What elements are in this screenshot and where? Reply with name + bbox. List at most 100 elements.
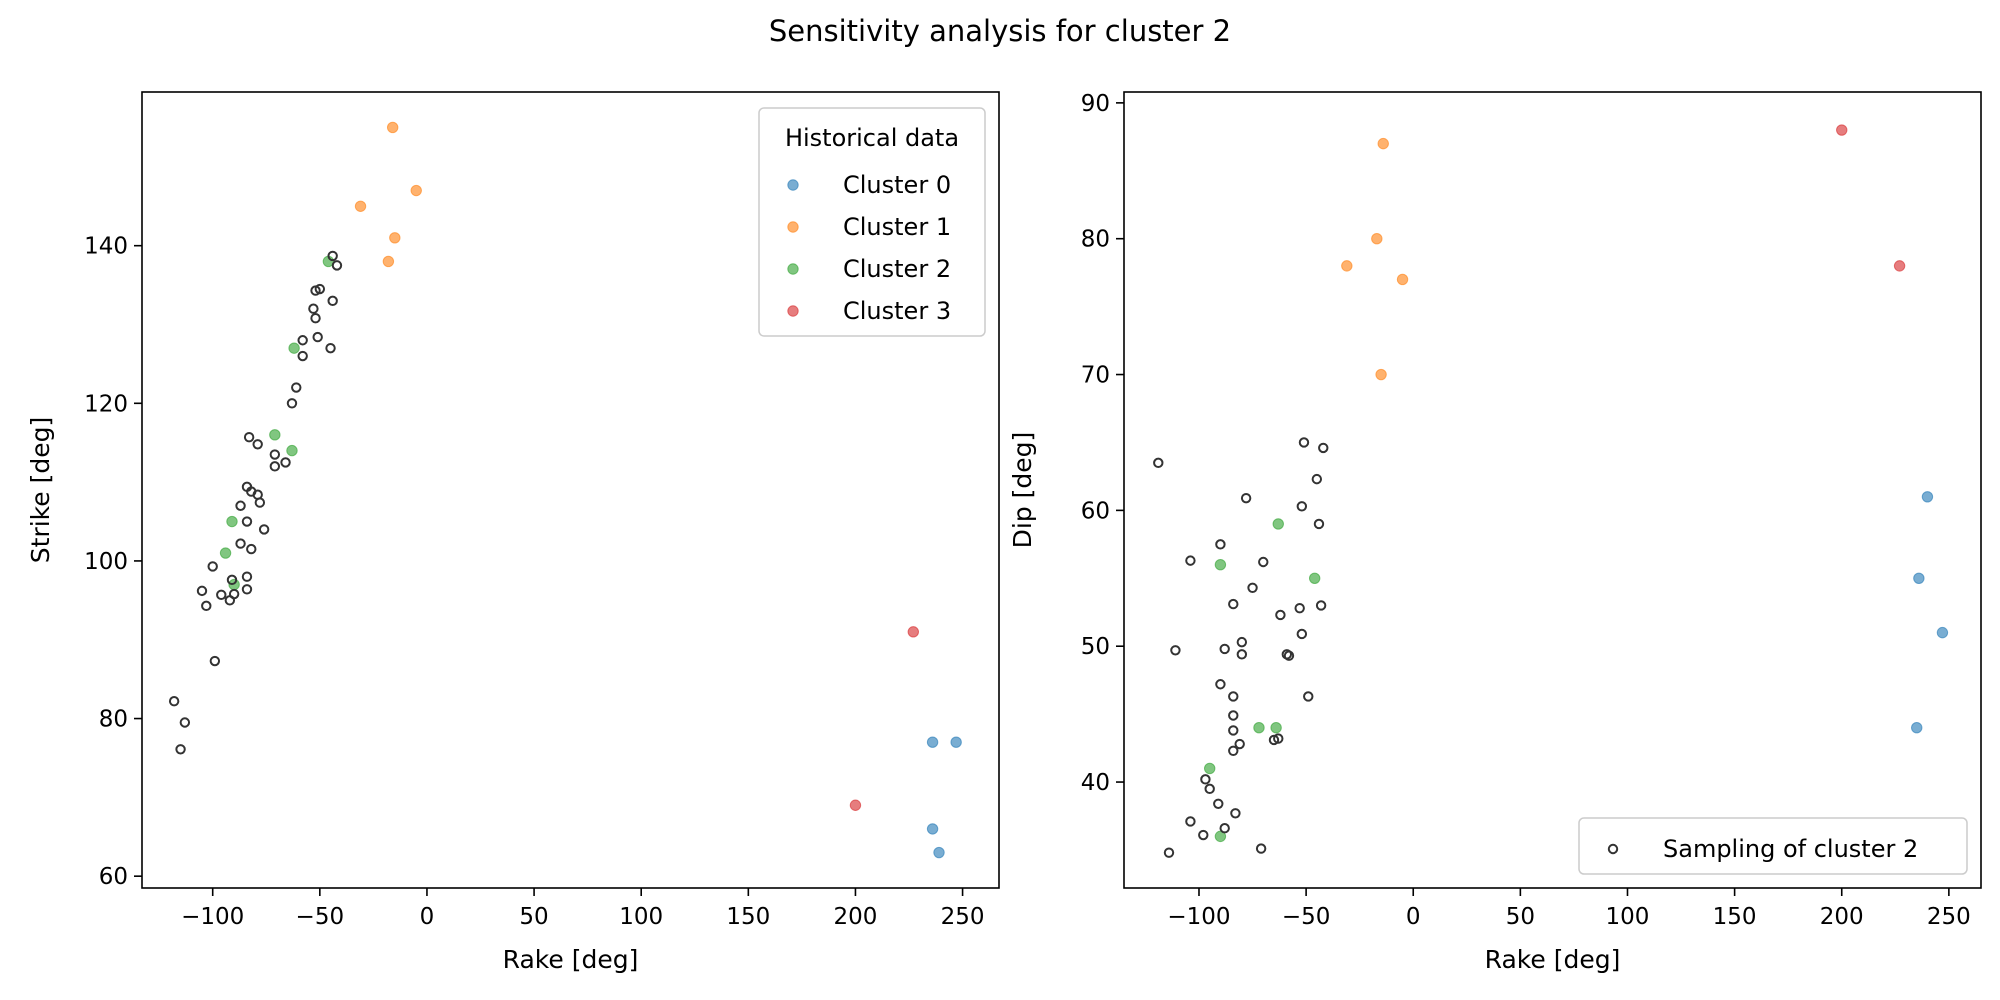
x-tick-label: −50 [1282, 904, 1331, 930]
legend-box [1578, 817, 1968, 875]
series-1 [354, 121, 422, 268]
data-point [1272, 518, 1284, 530]
x-tick-label: −50 [296, 904, 345, 930]
data-point [354, 200, 367, 212]
data-point [1170, 645, 1181, 656]
data-point [286, 398, 298, 409]
data-point [410, 184, 422, 197]
legend-label: Cluster 2 [843, 255, 951, 283]
legend-label: Cluster 3 [843, 297, 951, 325]
legend-label: Cluster 1 [843, 213, 951, 241]
data-point [1255, 843, 1267, 854]
data-point [246, 543, 257, 555]
data-point [1296, 628, 1308, 640]
x-tick-label: 0 [1406, 904, 1421, 930]
y-tick-label: 70 [1081, 363, 1110, 389]
data-point [389, 232, 401, 244]
x-tick-label: 100 [619, 904, 663, 930]
data-point [1219, 823, 1230, 834]
data-point [950, 736, 962, 748]
x-tick-label: 0 [420, 904, 435, 930]
data-point [308, 303, 319, 314]
x-tick-label: −100 [1167, 904, 1230, 930]
x-tick-label: 250 [941, 904, 985, 930]
data-point [849, 799, 862, 811]
data-point [1377, 137, 1389, 150]
data-point [175, 744, 186, 755]
data-point [1296, 501, 1308, 512]
data-point [1228, 710, 1239, 721]
data-point [258, 524, 270, 535]
data-point [1236, 649, 1248, 660]
data-point [1893, 260, 1906, 272]
data-point [1253, 722, 1265, 734]
data-point [1247, 582, 1258, 594]
series-4 [1153, 437, 1329, 858]
x-tick-label: 50 [1506, 904, 1535, 930]
x-axis-label: Rake [deg] [503, 945, 639, 974]
y-tick-label: 120 [84, 391, 128, 417]
y-tick-label: 40 [1081, 770, 1110, 796]
data-point [1214, 559, 1227, 571]
x-tick-label: −100 [181, 904, 244, 930]
series-1 [1341, 137, 1409, 381]
data-point [907, 626, 919, 638]
x-tick-label: 200 [833, 904, 877, 930]
data-point [226, 574, 238, 586]
data-point [1213, 798, 1224, 809]
data-point [1163, 847, 1175, 858]
data-point [1913, 572, 1925, 584]
data-point [1836, 124, 1848, 136]
data-point [1215, 679, 1226, 690]
data-point [1204, 762, 1216, 775]
data-point [297, 350, 308, 362]
plot-frame [1123, 91, 1982, 889]
data-point [312, 331, 323, 343]
data-point [1298, 437, 1310, 448]
data-point [280, 457, 291, 468]
data-point [1371, 233, 1383, 245]
y-tick-label: 100 [84, 549, 128, 575]
y-tick-label: 50 [1081, 634, 1110, 660]
data-point [1236, 636, 1248, 648]
data-point [1936, 626, 1949, 639]
x-axis-label: Rake [deg] [1485, 945, 1621, 974]
legend-marker [1607, 843, 1619, 855]
data-point [382, 255, 395, 268]
data-point [1308, 572, 1321, 584]
data-point [288, 342, 300, 354]
y-tick-label: 90 [1081, 91, 1110, 117]
legend-box [758, 107, 986, 337]
data-point [241, 584, 253, 595]
data-point [269, 461, 281, 472]
data-point [1153, 457, 1164, 469]
data-point [1318, 442, 1329, 454]
data-point [1230, 808, 1241, 819]
series-4 [168, 250, 343, 755]
data-point [386, 121, 399, 134]
x-tick-label: 150 [1713, 904, 1757, 930]
data-point [254, 497, 266, 508]
data-point [1294, 602, 1305, 614]
x-tick-label: 100 [1606, 904, 1650, 930]
data-point [1214, 830, 1227, 843]
data-point [1911, 722, 1923, 734]
data-point [235, 500, 246, 511]
x-tick-label: 200 [1820, 904, 1864, 930]
chart-panel-1: −100 −50 0 50 100 150 200 250 40 50 60 70 80 90 Rake [… [1008, 91, 1982, 974]
data-point [1228, 598, 1239, 610]
data-point [179, 717, 191, 728]
data-point [1921, 491, 1934, 503]
y-tick-label: 80 [99, 707, 128, 733]
data-point [1283, 650, 1295, 661]
data-point [241, 516, 253, 527]
data-point [219, 547, 232, 559]
series-0 [1911, 491, 1949, 734]
data-point [1228, 725, 1239, 736]
data-point [926, 823, 939, 835]
data-point [297, 335, 308, 346]
data-point [1200, 774, 1211, 785]
data-point [1313, 518, 1325, 530]
plot-frame [141, 91, 1000, 889]
